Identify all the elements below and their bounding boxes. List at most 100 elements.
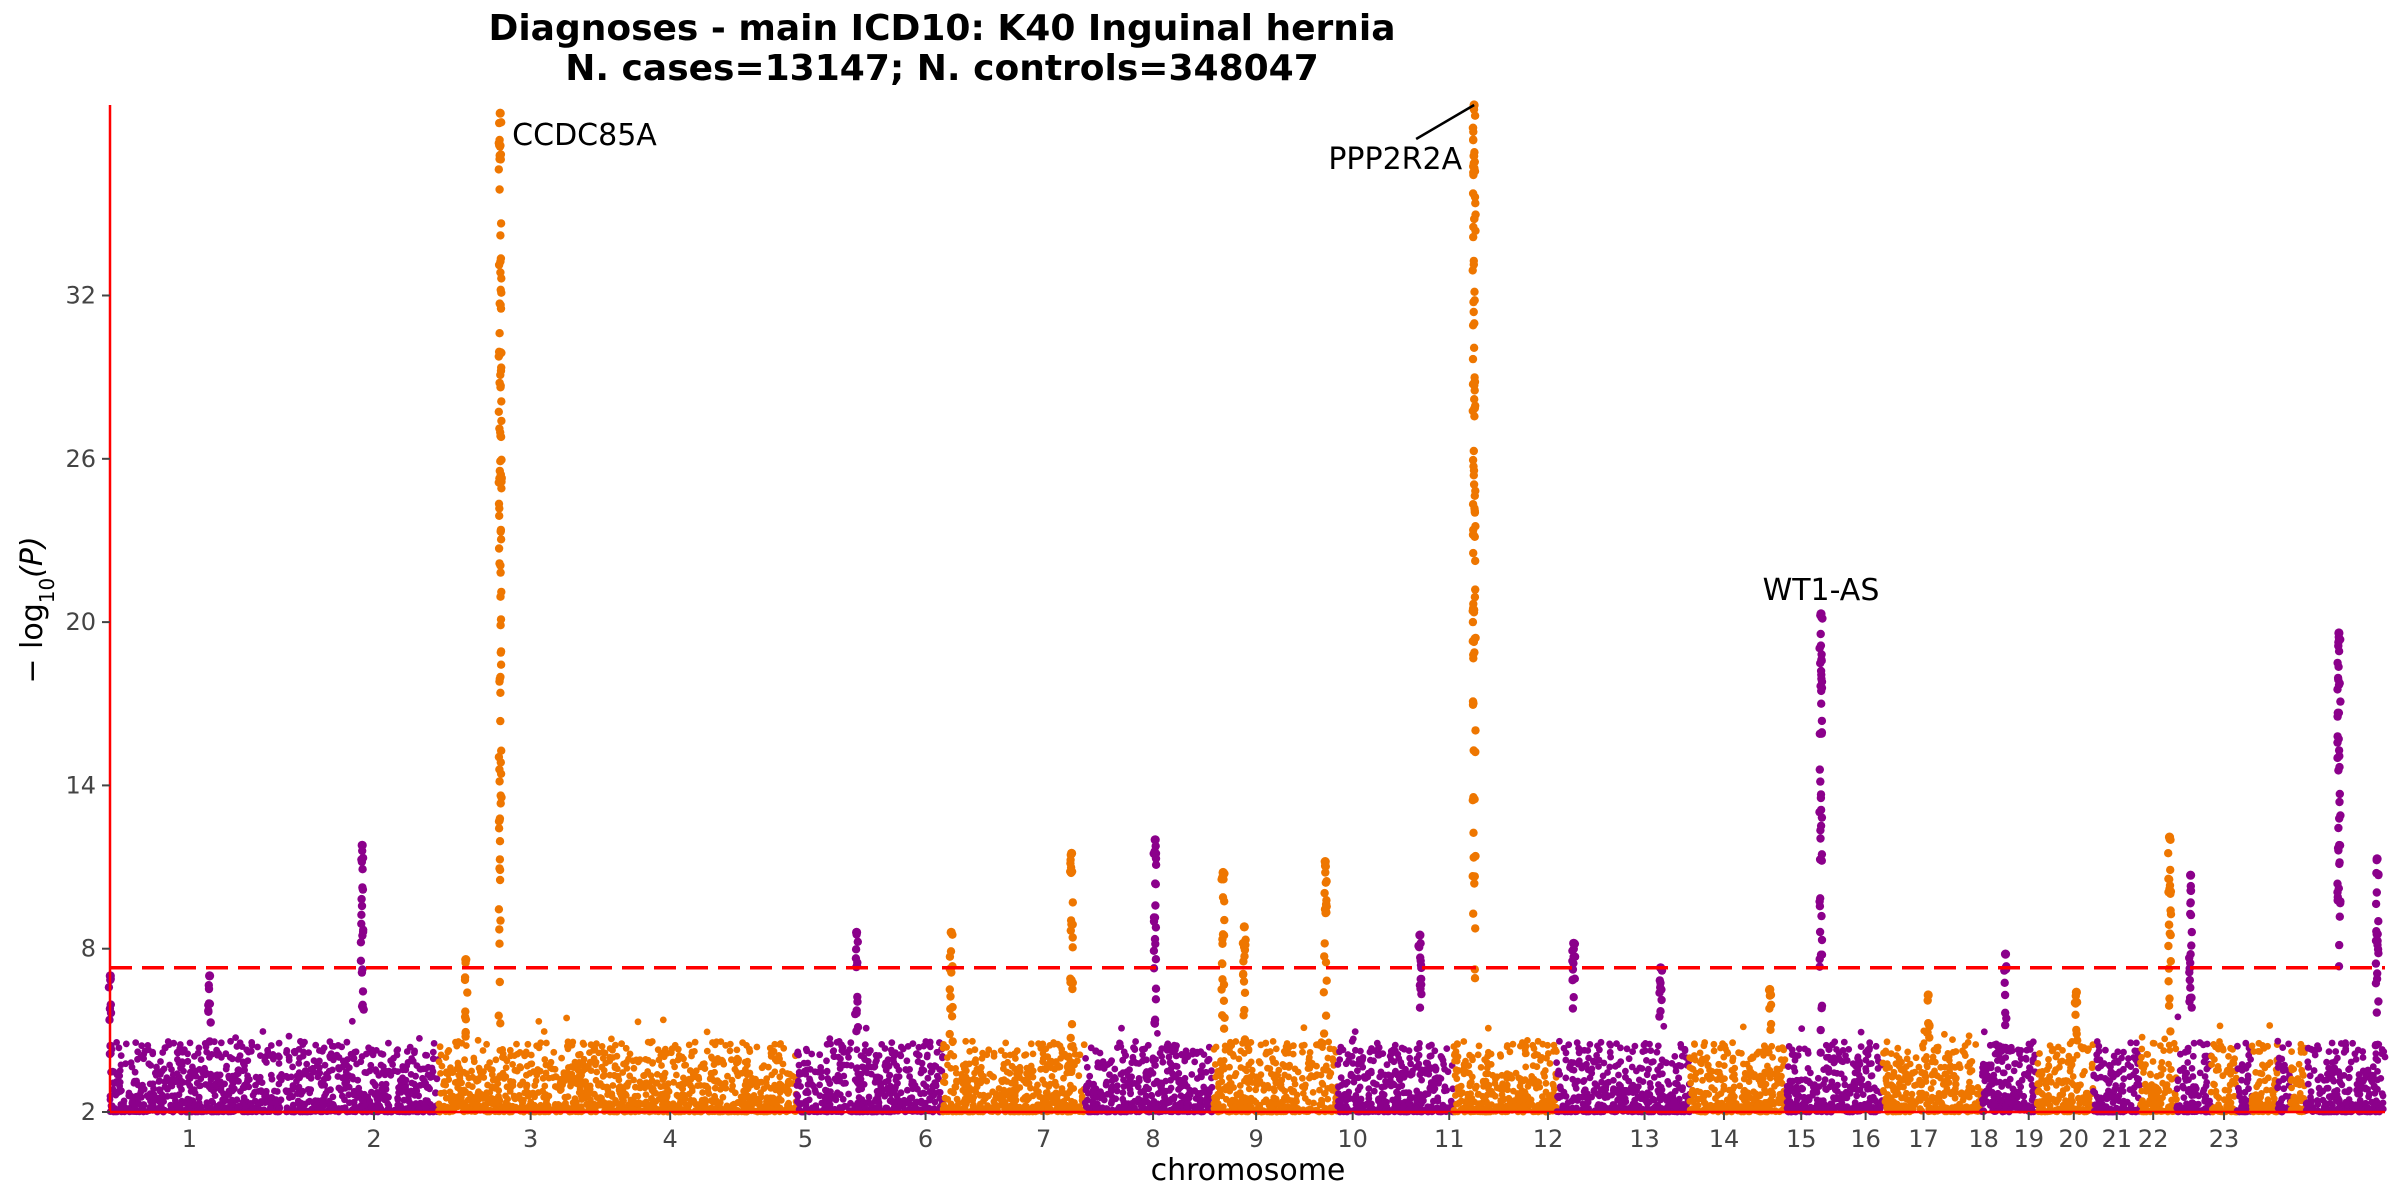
data-point [186,1039,194,1047]
data-point [1121,1100,1129,1108]
data-point [1193,1050,1201,1057]
data-point [255,1078,263,1085]
data-point [1226,1098,1234,1106]
data-point [1281,1071,1289,1079]
data-point [620,1060,627,1068]
data-point [1290,1099,1297,1107]
data-point [1512,1069,1520,1077]
data-point [1158,1053,1166,1060]
data-point [582,1078,589,1086]
data-point [1272,1059,1280,1067]
data-point [1094,1059,1102,1067]
data-point [966,1048,974,1055]
data-point [1075,1072,1083,1080]
data-point [1087,1044,1095,1052]
data-point [377,1061,385,1069]
data-point [728,1076,736,1084]
data-point [845,1090,852,1098]
data-point [176,1041,184,1048]
peak-point [494,165,503,174]
data-point [502,1103,509,1111]
data-point [763,1082,771,1090]
data-point [1029,1103,1037,1111]
peak-top-point [1067,848,1077,859]
data-point [596,1101,604,1109]
data-point [195,1044,203,1052]
data-point [561,1093,569,1101]
peak-point [1471,924,1480,933]
peak-top-point [1320,857,1330,867]
data-point [340,1057,347,1065]
peak-point [496,535,506,544]
data-point [1487,1050,1495,1058]
data-point [316,1047,323,1054]
data-point [1102,1080,1110,1087]
peak-point [494,352,503,361]
data-point [671,1041,679,1049]
data-point [744,1057,751,1065]
data-point [1497,1052,1505,1060]
peak-top-point [1150,835,1160,845]
data-point [895,1073,903,1080]
data-point [1451,1057,1458,1065]
data-point [642,1098,650,1106]
data-point [630,1076,637,1084]
data-point [222,1096,230,1104]
data-point [523,1062,531,1070]
data-point [285,1056,293,1064]
data-point [1228,1042,1236,1049]
data-point [840,1080,847,1087]
data-point [1390,1058,1398,1066]
data-point [448,1093,455,1101]
data-point [459,1103,466,1111]
data-point [914,1058,922,1065]
data-point [282,1072,290,1080]
peak-point [1322,976,1331,985]
peak-point [1469,307,1478,317]
data-point [833,1077,840,1085]
data-point [701,1065,709,1072]
data-point [1039,1076,1046,1084]
peak-point [1068,943,1077,952]
data-point [965,1076,973,1084]
peak-point [1470,287,1479,296]
data-point [632,1083,639,1091]
peak-point [1469,828,1478,837]
data-point [740,1087,747,1095]
data-point [359,1097,366,1104]
data-point [906,1066,913,1073]
data-point [483,1040,490,1048]
data-point [622,1044,630,1052]
data-point [1060,1074,1067,1082]
data-point [267,1042,275,1049]
peak-point [945,1029,954,1039]
data-point [920,1100,928,1107]
data-point [132,1039,140,1046]
data-point [1210,1046,1218,1053]
data-point [600,1067,608,1074]
data-point [438,1062,446,1070]
data-point [931,1079,939,1087]
data-point [926,1038,934,1046]
data-point [259,1028,267,1035]
data-point [175,1091,183,1099]
data-point [1474,1051,1482,1059]
data-point [839,1043,847,1051]
data-point [1304,1065,1312,1072]
data-point [1443,1045,1451,1052]
data-point [647,1072,655,1079]
data-point [377,1050,385,1057]
data-point [920,1080,927,1088]
data-point [997,1101,1004,1109]
data-point [1380,1091,1388,1099]
data-point [357,1058,365,1066]
peak-point [358,865,367,874]
peak-point [356,956,366,965]
data-point [1226,1086,1234,1093]
data-point [1452,1092,1459,1099]
peak-point [496,231,505,240]
data-point [771,1068,779,1076]
data-point [983,1093,991,1100]
data-point [963,1099,970,1107]
data-point [1479,1077,1487,1085]
